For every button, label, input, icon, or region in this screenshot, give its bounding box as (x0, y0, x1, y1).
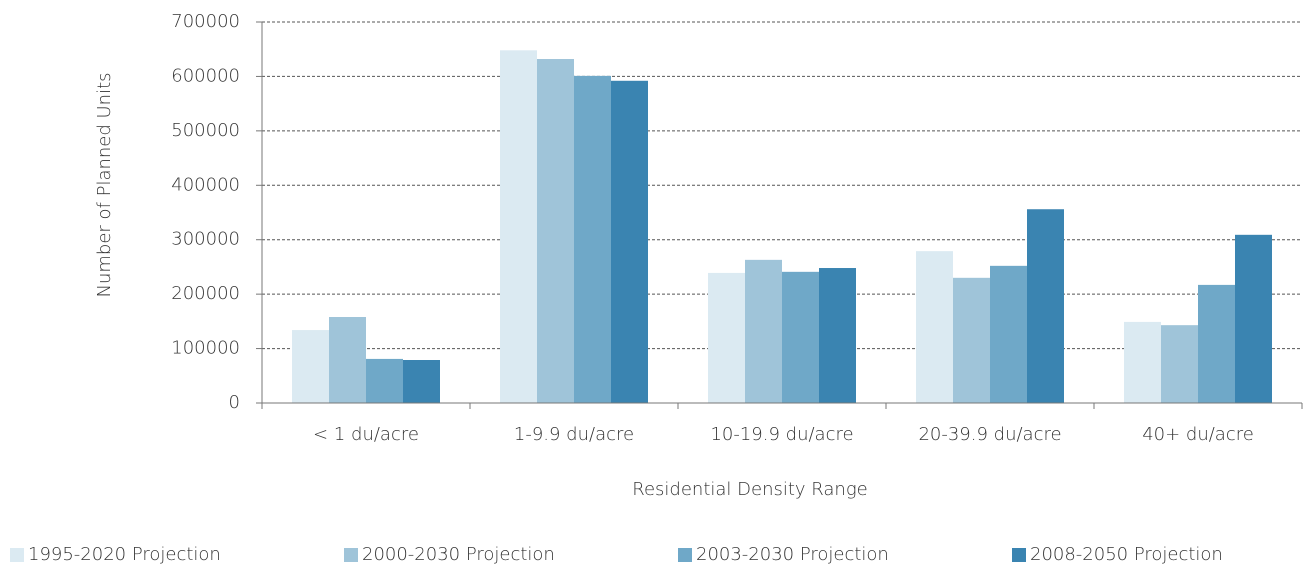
x-axis-title: Residential Density Range (632, 479, 867, 500)
y-axis-title: Number of Planned Units (94, 72, 115, 297)
bar (1027, 209, 1064, 403)
bar (782, 271, 819, 403)
legend-label: 2008-2050 Projection (1030, 544, 1223, 565)
legend-swatch (344, 548, 358, 562)
bar (1161, 325, 1198, 403)
bar (916, 251, 953, 403)
bar (708, 272, 745, 403)
bar (403, 360, 440, 403)
legend-swatch (10, 548, 24, 562)
y-tick-label: 500000 (171, 120, 240, 141)
bar (329, 317, 366, 403)
y-tick-label: 100000 (171, 338, 240, 359)
x-tick-label: 1-9.9 du/acre (514, 424, 634, 445)
bar (611, 80, 648, 403)
bar (990, 265, 1027, 403)
bar (366, 358, 403, 403)
bar (953, 277, 990, 403)
bar (1198, 284, 1235, 403)
bar (819, 268, 856, 403)
bar (1235, 234, 1272, 403)
x-tick-label: 10-19.9 du/acre (710, 424, 853, 445)
bar (574, 75, 611, 404)
legend-swatch (1012, 548, 1026, 562)
y-tick-label: 300000 (171, 229, 240, 250)
bar (537, 59, 574, 404)
bar (745, 259, 782, 403)
x-tick-label: < 1 du/acre (313, 424, 419, 445)
x-tick-label: 20-39.9 du/acre (918, 424, 1061, 445)
bar (1124, 321, 1161, 403)
bar (292, 330, 329, 403)
y-tick-label: 400000 (171, 174, 240, 195)
y-tick-label: 700000 (171, 11, 240, 32)
legend-swatch (678, 548, 692, 562)
legend-label: 1995-2020 Projection (28, 544, 221, 565)
x-tick-label: 40+ du/acre (1142, 424, 1254, 445)
y-tick-label: 600000 (171, 65, 240, 86)
legend-label: 2000-2030 Projection (362, 544, 555, 565)
bar (500, 50, 537, 403)
y-tick-label: 0 (229, 392, 240, 413)
y-tick-label: 200000 (171, 283, 240, 304)
legend-label: 2003-2030 Projection (696, 544, 889, 565)
